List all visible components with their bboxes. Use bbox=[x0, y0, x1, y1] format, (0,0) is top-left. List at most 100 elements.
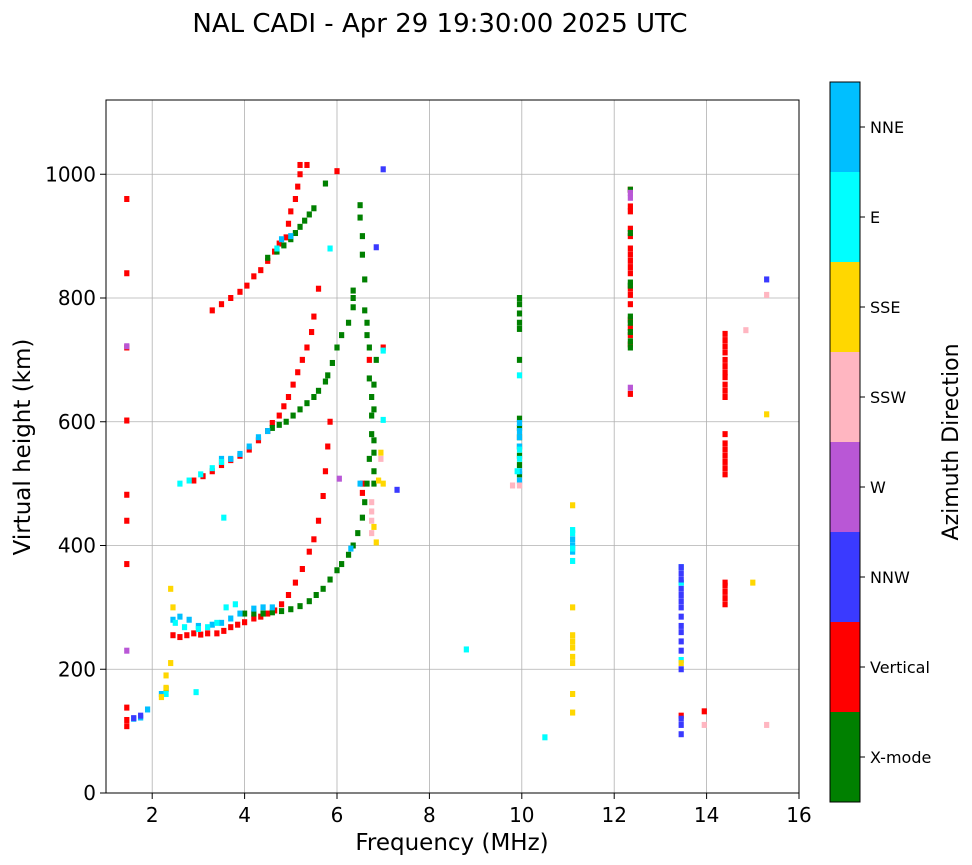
data-point bbox=[570, 530, 576, 537]
data-point bbox=[627, 390, 633, 397]
data-point bbox=[627, 341, 633, 348]
data-point bbox=[570, 542, 576, 549]
data-point bbox=[362, 276, 368, 283]
data-point bbox=[516, 325, 523, 332]
data-point bbox=[283, 234, 289, 241]
x-axis: 2 4 6 8 10 12 14 16 bbox=[146, 793, 812, 827]
data-point bbox=[369, 508, 375, 515]
colorbar-swatch bbox=[830, 352, 860, 442]
data-point bbox=[373, 356, 379, 363]
data-point bbox=[743, 327, 749, 334]
data-point bbox=[371, 449, 377, 456]
data-point bbox=[570, 557, 576, 564]
data-point bbox=[371, 480, 377, 487]
data-point bbox=[627, 332, 633, 339]
data-point bbox=[265, 610, 271, 617]
colorbar-tick-label: X-mode bbox=[870, 748, 931, 767]
data-point bbox=[570, 604, 576, 611]
data-point bbox=[124, 491, 130, 498]
data-point bbox=[244, 282, 250, 289]
data-point bbox=[281, 242, 287, 249]
data-point bbox=[124, 417, 130, 424]
data-point bbox=[237, 610, 243, 617]
data-point bbox=[357, 202, 363, 209]
data-point bbox=[722, 349, 728, 356]
data-point bbox=[380, 347, 386, 354]
data-point bbox=[265, 254, 271, 261]
data-point bbox=[276, 240, 282, 247]
data-point bbox=[306, 548, 312, 555]
data-point bbox=[570, 653, 576, 660]
data-point bbox=[722, 337, 728, 344]
data-point bbox=[722, 458, 728, 465]
data-point bbox=[276, 412, 282, 419]
data-point bbox=[722, 446, 728, 453]
data-point bbox=[299, 356, 305, 363]
data-point bbox=[570, 502, 576, 509]
data-point bbox=[570, 632, 576, 639]
data-point bbox=[334, 344, 340, 351]
data-point bbox=[509, 482, 516, 489]
data-point bbox=[627, 319, 633, 326]
data-point bbox=[242, 610, 248, 617]
data-point bbox=[228, 624, 234, 631]
data-point bbox=[345, 319, 352, 326]
data-point bbox=[722, 471, 728, 478]
data-point bbox=[163, 691, 169, 697]
data-point bbox=[265, 257, 271, 264]
data-point bbox=[218, 301, 225, 308]
data-point bbox=[570, 638, 576, 645]
data-point bbox=[627, 186, 633, 193]
data-point bbox=[357, 214, 363, 221]
data-point bbox=[378, 449, 384, 456]
data-point bbox=[371, 406, 377, 413]
data-point bbox=[627, 251, 633, 258]
data-point bbox=[627, 208, 633, 215]
data-point bbox=[359, 233, 366, 240]
colorbar-swatch bbox=[830, 172, 860, 262]
y-tick-label: 800 bbox=[58, 286, 96, 310]
data-point bbox=[722, 394, 728, 400]
data-point bbox=[292, 196, 299, 202]
data-point bbox=[297, 603, 303, 610]
data-point bbox=[359, 514, 366, 521]
data-point bbox=[163, 684, 169, 691]
data-point bbox=[258, 267, 264, 274]
data-point bbox=[627, 316, 633, 323]
data-point bbox=[627, 344, 633, 351]
data-point bbox=[198, 471, 204, 478]
data-point bbox=[366, 344, 372, 351]
data-point bbox=[627, 203, 633, 210]
data-point bbox=[722, 465, 728, 472]
data-point bbox=[722, 330, 728, 337]
data-point bbox=[336, 475, 342, 482]
data-point bbox=[350, 304, 356, 311]
data-point bbox=[570, 536, 576, 543]
data-point bbox=[722, 452, 728, 459]
data-point bbox=[678, 570, 684, 577]
data-point bbox=[274, 245, 280, 252]
data-point bbox=[355, 530, 361, 537]
data-point bbox=[366, 455, 372, 462]
colorbar-swatch bbox=[830, 532, 860, 622]
data-point bbox=[380, 166, 386, 173]
data-point bbox=[627, 282, 633, 289]
data-point bbox=[144, 706, 151, 713]
x-tick-label: 10 bbox=[509, 803, 534, 827]
data-point bbox=[311, 394, 317, 400]
data-point bbox=[722, 601, 728, 608]
data-point bbox=[209, 465, 215, 472]
data-point bbox=[514, 468, 520, 475]
data-point bbox=[678, 592, 684, 598]
data-point bbox=[235, 621, 241, 628]
data-point bbox=[369, 517, 375, 524]
data-point bbox=[678, 721, 684, 728]
data-point bbox=[678, 598, 684, 605]
data-point bbox=[269, 609, 275, 616]
data-point bbox=[209, 307, 215, 314]
data-point bbox=[378, 455, 384, 462]
data-point bbox=[371, 468, 377, 475]
series-w bbox=[124, 189, 633, 654]
colorbar-swatch bbox=[830, 712, 860, 802]
data-point bbox=[205, 624, 211, 631]
